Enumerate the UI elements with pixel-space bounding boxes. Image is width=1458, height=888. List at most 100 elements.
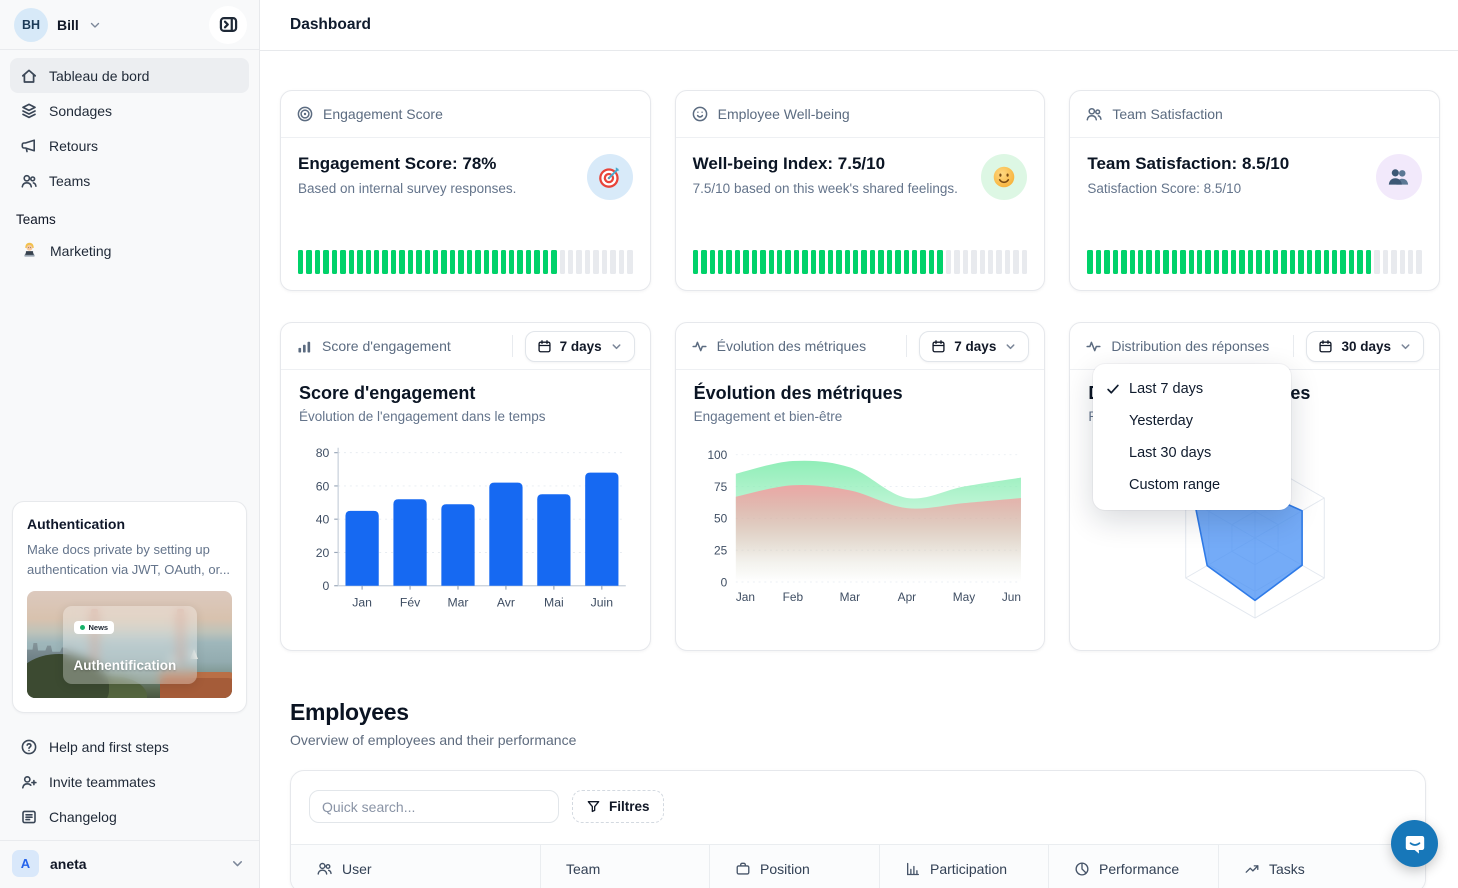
progress-segment — [1365, 250, 1372, 274]
progress-segment — [844, 250, 850, 274]
progress-segment — [1021, 250, 1028, 274]
stat-description: Based on internal survey responses. — [298, 181, 517, 196]
sidebar-collapse-button[interactable] — [209, 5, 247, 44]
svg-text:Mar: Mar — [839, 590, 859, 604]
chart-subtitle: Engagement et bien-être — [693, 409, 843, 424]
target-icon — [297, 106, 313, 122]
stat-card-satisfaction: Team Satisfaction Team Satisfaction: 8.5… — [1069, 90, 1440, 291]
activity-icon — [692, 341, 707, 351]
date-range-button[interactable]: 7 days — [919, 330, 1030, 362]
news-badge: News — [73, 620, 115, 634]
promo-card[interactable]: Authentication Make docs private by sett… — [12, 501, 247, 713]
sidebar-item-invite[interactable]: Invite teammates — [10, 764, 249, 799]
progress-segment — [1087, 250, 1093, 274]
date-range-menu: Last 7 days Yesterday Last 30 days Custo… — [1093, 364, 1291, 510]
menu-item-yesterday[interactable]: Yesterday — [1129, 413, 1193, 429]
progress-segment — [945, 250, 952, 274]
progress-segment — [551, 250, 557, 274]
progress-segment — [869, 250, 876, 274]
progress-segment — [751, 250, 758, 274]
progress-segment — [810, 250, 817, 274]
layers-icon — [22, 103, 36, 118]
progress-segment — [1315, 250, 1321, 274]
account-switcher[interactable]: A aneta — [0, 840, 259, 888]
progress-segment — [416, 250, 422, 274]
teams-list: Marketing — [0, 233, 259, 268]
progress-segment — [525, 250, 532, 274]
trending-up-icon — [1245, 864, 1259, 873]
svg-text:Jan: Jan — [352, 595, 372, 609]
progress-segment — [492, 250, 498, 274]
calendar-icon — [538, 339, 551, 352]
filters-button[interactable]: Filtres — [572, 790, 664, 823]
employees-title: Employees — [290, 699, 409, 725]
progress-segment — [1289, 250, 1296, 274]
progress-segment — [1256, 250, 1262, 274]
chart-card-body: Score d'engagement Évolution de l'engage… — [281, 370, 650, 624]
users-icon — [317, 862, 332, 875]
progress-segment — [962, 250, 969, 274]
sidebar-header: BH Bill — [0, 0, 259, 50]
chart-card-engagement: Score d'engagement 7 days Score d'engage… — [280, 322, 651, 651]
progress-segment — [1013, 250, 1019, 274]
search-input[interactable] — [309, 790, 559, 823]
progress-segment — [827, 250, 834, 274]
date-range-button[interactable]: 30 days — [1306, 330, 1424, 362]
progress-segment — [466, 250, 473, 274]
workspace-avatar: BH — [14, 7, 48, 42]
progress-segment — [760, 250, 766, 274]
progress-segment — [306, 250, 312, 274]
svg-text:Mar: Mar — [447, 595, 468, 609]
workspace-switcher[interactable]: BH Bill — [14, 7, 102, 42]
employees-subtitle: Overview of employees and their performa… — [290, 732, 577, 748]
progress-segment — [1213, 250, 1220, 274]
sidebar-item-retours[interactable]: Retours — [10, 128, 249, 163]
progress-segment — [441, 250, 447, 274]
check-icon — [1107, 384, 1119, 394]
progress-segment — [777, 250, 783, 274]
promo-title: Authentication — [27, 516, 125, 532]
menu-item-last-7-days[interactable]: Last 7 days — [1093, 373, 1291, 405]
divider — [906, 335, 908, 357]
sidebar-item-tableau-de-bord[interactable]: Tableau de bord — [10, 58, 249, 93]
column-header-performance: Performance — [1049, 845, 1219, 888]
sidebar-item-sondages[interactable]: Sondages — [10, 93, 249, 128]
sidebar-item-help[interactable]: Help and first steps — [10, 729, 249, 764]
progress-segment — [1154, 250, 1161, 274]
collapse-panel-icon — [219, 16, 237, 33]
progress-segment — [1163, 250, 1169, 274]
svg-text:50: 50 — [714, 512, 728, 526]
account-avatar: A — [12, 850, 39, 877]
sidebar-item-teams[interactable]: Teams — [10, 163, 249, 198]
svg-text:75: 75 — [714, 480, 728, 494]
progress-segment — [819, 250, 825, 274]
chat-launcher-button[interactable] — [1391, 820, 1438, 867]
sidebar-item-label: Retours — [49, 137, 99, 154]
progress-segment — [1129, 250, 1135, 274]
chart-title: Évolution des métriques — [693, 383, 903, 403]
progress-segment — [1095, 250, 1102, 274]
sidebar-item-marketing[interactable]: Marketing — [10, 233, 249, 268]
chart-card-header: Évolution des métriques 7 days — [675, 323, 1045, 370]
progress-segment — [433, 250, 439, 274]
sidebar-item-label: Teams — [49, 172, 91, 189]
menu-item-last-30-days[interactable]: Last 30 days — [1129, 445, 1212, 461]
menu-item-custom-range[interactable]: Custom range — [1129, 477, 1221, 493]
sidebar-item-changelog[interactable]: Changelog — [10, 799, 249, 834]
stat-card-header: Team Satisfaction — [1070, 91, 1439, 138]
svg-text:Fév: Fév — [400, 595, 421, 609]
progress-segment — [937, 250, 943, 274]
progress-segment — [1205, 250, 1211, 274]
progress-segment — [365, 250, 371, 274]
progress-segment — [1332, 250, 1338, 274]
progress-segment — [1306, 250, 1313, 274]
progress-segment — [1180, 250, 1186, 274]
sidebar-nav: Tableau de bord Sondages Retours Teams — [0, 50, 259, 198]
progress-segment — [1121, 250, 1127, 274]
stat-value: Engagement Score: 78% — [298, 154, 497, 173]
progress-bar — [298, 250, 633, 274]
progress-segment — [508, 250, 515, 274]
target-emoji-icon — [586, 154, 633, 200]
changelog-icon — [22, 810, 36, 823]
date-range-button[interactable]: 7 days — [524, 330, 635, 362]
